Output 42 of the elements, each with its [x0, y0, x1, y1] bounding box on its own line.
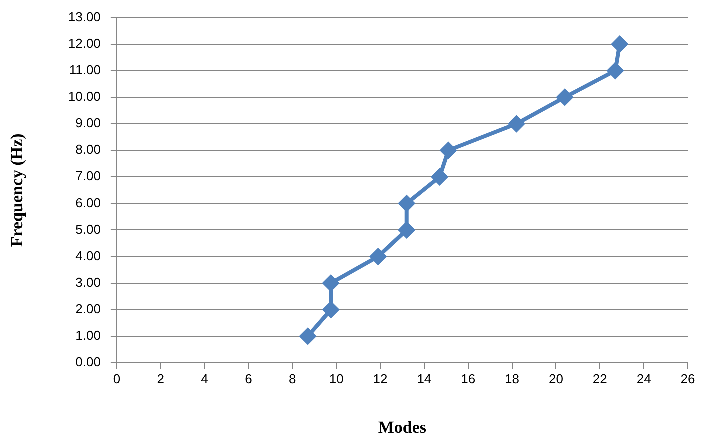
x-tick-label: 26 [680, 371, 696, 386]
point [432, 169, 448, 186]
y-tick-label: 0.00 [76, 354, 101, 370]
y-axis-title: Frequency (Hz) [8, 134, 27, 248]
point [323, 302, 340, 318]
y-tick-label: 5.00 [76, 222, 101, 237]
point [323, 275, 340, 292]
x-tick-label: 18 [505, 371, 520, 386]
x-tick-label: 20 [548, 371, 564, 386]
y-tick-label: 12.00 [68, 36, 101, 51]
y-tick-label: 9.00 [76, 116, 101, 131]
y-tick-label: 4.00 [76, 248, 101, 264]
y-tick-label: 8.00 [76, 142, 101, 158]
y-tick-label: 11.00 [69, 62, 101, 78]
x-tick-label: 8 [289, 371, 296, 386]
x-tick-label: 24 [636, 371, 652, 386]
point [557, 89, 573, 106]
x-tick-label: 6 [245, 371, 252, 386]
point [612, 36, 628, 52]
x-tick-label: 0 [113, 371, 121, 386]
point [370, 248, 386, 265]
point [440, 142, 457, 159]
x-tick-label: 4 [201, 371, 208, 386]
y-tick-label: 7.00 [76, 168, 101, 184]
y-tick-label: 2.00 [76, 301, 101, 316]
y-tick-label: 10.00 [68, 89, 101, 104]
point [398, 196, 415, 212]
x-tick-label: 2 [157, 371, 164, 386]
x-tick-label: 14 [417, 371, 432, 386]
point [398, 222, 415, 238]
x-axis-title: Modes [378, 418, 427, 438]
point [608, 62, 624, 79]
point [508, 116, 525, 132]
x-tick-label: 12 [373, 371, 388, 386]
x-tick-label: 16 [461, 371, 476, 386]
x-tick-label: 22 [592, 371, 608, 386]
y-tick-label: 3.00 [76, 274, 101, 290]
point [300, 328, 316, 344]
y-tick-label: 6.00 [76, 195, 101, 210]
x-tick-label: 10 [329, 371, 344, 386]
y-tick-label: 13.00 [68, 9, 101, 24]
y-tick-label: 1.00 [76, 328, 101, 344]
